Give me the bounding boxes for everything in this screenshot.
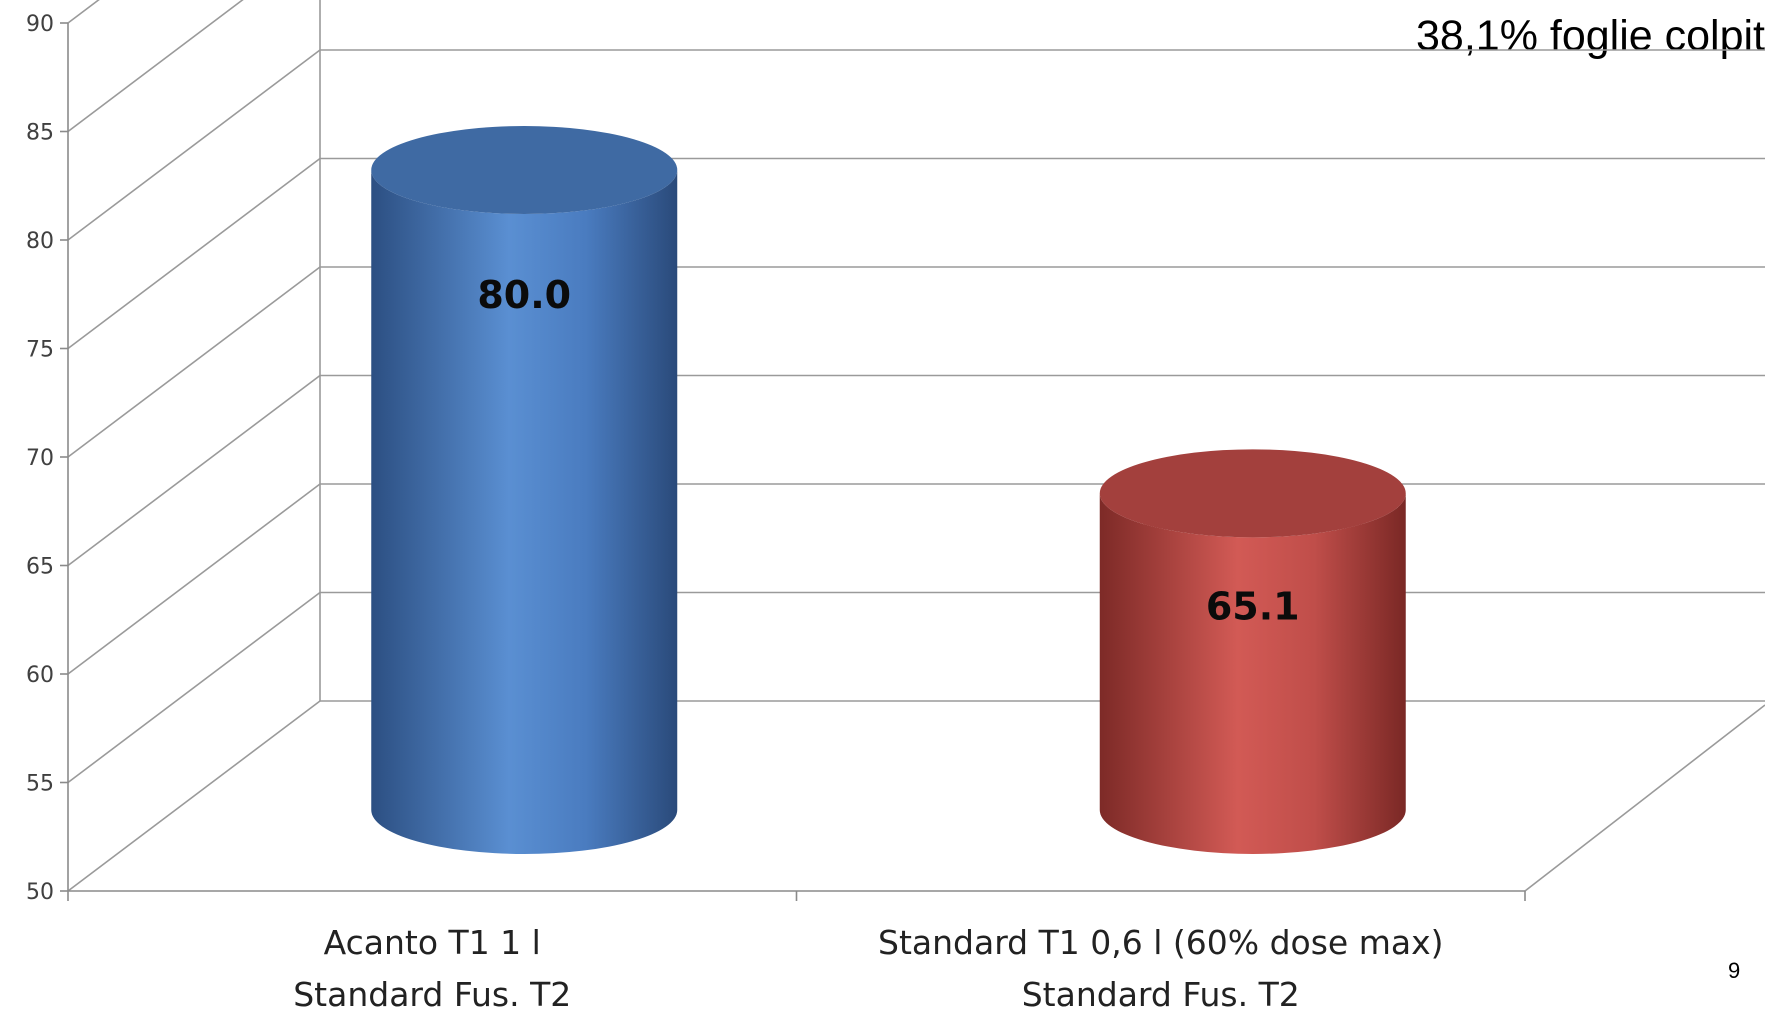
category-label: Standard Fus. T2 xyxy=(293,975,571,1010)
y-tick-label: 85 xyxy=(26,121,54,146)
chart-title: 38,1% foglie colpit xyxy=(1416,12,1765,60)
axes xyxy=(60,22,1526,901)
gridline-side xyxy=(67,0,244,133)
gridlines xyxy=(67,0,1765,892)
bar-body xyxy=(371,170,678,855)
data-label: 65.1 xyxy=(1206,584,1300,628)
gridline-side xyxy=(67,700,321,892)
category-label: Standard Fus. T2 xyxy=(1022,975,1300,1010)
x-tick-labels: Acanto T1 1 l Standard Fus. T2 Standard T1… xyxy=(293,923,1443,1010)
y-tick-label: 50 xyxy=(26,880,54,905)
gridline-side xyxy=(67,591,321,784)
bar-2: 65.1 xyxy=(1099,449,1406,854)
gridline-side xyxy=(67,266,321,458)
y-tick-label: 75 xyxy=(26,338,54,363)
bar-1: 80.0 xyxy=(371,126,678,855)
data-label: 80.0 xyxy=(477,273,571,317)
category-label: Standard T1 0,6 l (60% dose max) xyxy=(878,923,1444,962)
gridline-side xyxy=(67,0,100,24)
y-tick-labels: 50 55 60 65 70 75 80 85 90 xyxy=(26,12,54,905)
floor-right-edge xyxy=(1524,704,1765,892)
category-label: Acanto T1 1 l xyxy=(324,923,541,962)
y-tick-label: 90 xyxy=(26,12,54,37)
gridline-side xyxy=(67,49,321,241)
bar-body xyxy=(1099,493,1406,854)
y-tick-label: 65 xyxy=(26,555,54,580)
bar-top xyxy=(1099,449,1406,538)
gridline-side xyxy=(67,374,321,567)
y-tick-label: 55 xyxy=(26,772,54,797)
bars: 80.0 65.1 xyxy=(371,126,1406,855)
y-tick-label: 80 xyxy=(26,229,54,254)
bar-top xyxy=(371,126,678,214)
gridline-side xyxy=(67,483,321,675)
gridline-side xyxy=(67,157,321,350)
y-tick-label: 60 xyxy=(26,663,54,688)
page-number: 9 xyxy=(1728,958,1741,983)
y-tick-label: 70 xyxy=(26,446,54,471)
